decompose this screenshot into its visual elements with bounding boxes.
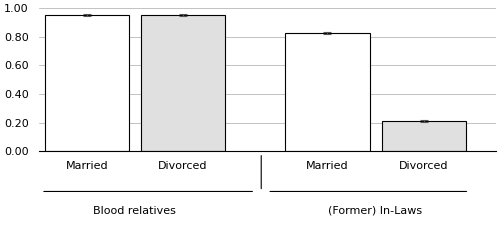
Bar: [382, 121, 466, 151]
Bar: [141, 15, 225, 151]
Bar: [44, 15, 129, 151]
Bar: [286, 33, 370, 151]
Text: Blood relatives: Blood relatives: [94, 206, 176, 216]
Text: (Former) In-Laws: (Former) In-Laws: [328, 206, 422, 216]
